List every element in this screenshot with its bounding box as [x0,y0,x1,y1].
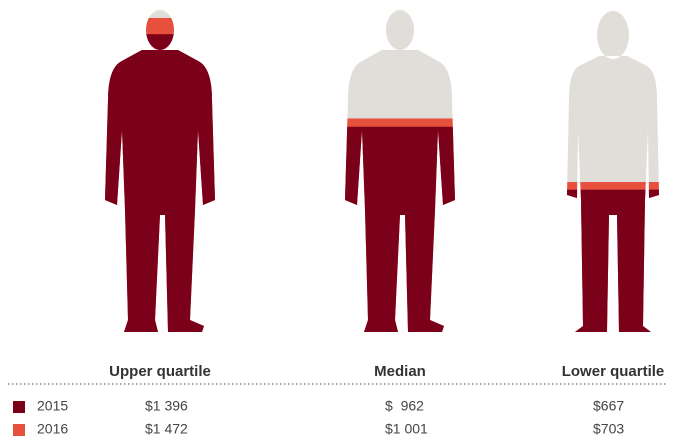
legend-swatch [13,401,25,413]
value-label: $667 [593,398,624,414]
fill-level [567,189,659,332]
figure-background [567,11,659,332]
legend-label: 2016 [37,421,68,437]
figure [105,10,215,332]
figure [345,10,455,332]
fill-level [345,126,455,332]
fill-level [105,34,215,332]
category-label: Median [374,363,426,380]
figure [567,11,659,332]
category-label: Upper quartile [109,363,211,380]
value-label: $1 396 [145,398,188,414]
value-label: $1 001 [385,421,428,437]
value-label: $ 962 [385,398,424,414]
category-label: Lower quartile [562,363,665,380]
legend-label: 2015 [37,398,68,414]
value-label: $703 [593,421,624,437]
value-label: $1 472 [145,421,188,437]
legend-swatch [13,424,25,436]
